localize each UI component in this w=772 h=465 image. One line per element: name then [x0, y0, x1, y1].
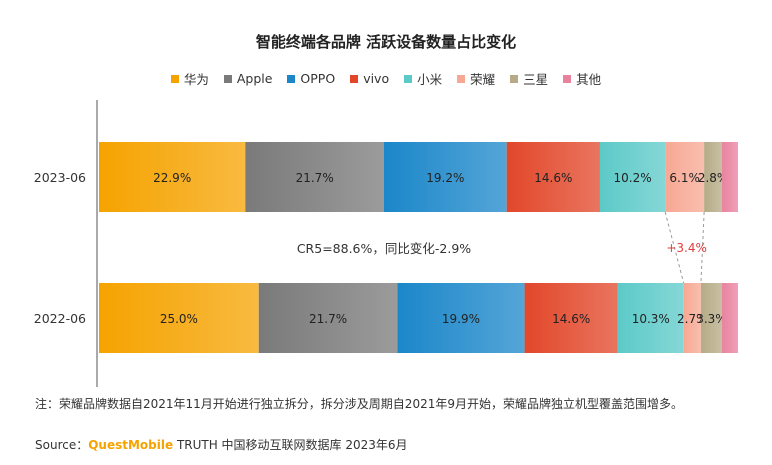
- legend-item: vivo: [350, 69, 389, 88]
- data-label: 25.0%: [160, 312, 198, 326]
- chart-legend: 华为 Apple OPPO vivo 小米 荣耀 三星 其他: [0, 69, 772, 88]
- legend-swatch: [457, 74, 466, 83]
- data-label: 14.6%: [552, 312, 590, 326]
- source-rest: TRUTH 中国移动互联网数据库 2023年6月: [173, 438, 408, 452]
- source-brand: QuestMobile: [88, 438, 174, 452]
- bar-segment: [99, 142, 246, 212]
- bar-segment: [258, 283, 398, 353]
- legend-label: 荣耀: [470, 72, 496, 87]
- data-label: 10.3%: [632, 312, 670, 326]
- data-label: 2.7%: [677, 312, 708, 326]
- data-label: 14.6%: [534, 171, 572, 185]
- bar-segment: [683, 283, 701, 353]
- chart-title: 智能终端各品牌 活跃设备数量占比变化: [255, 33, 517, 51]
- stacked-bar-chart: 2023-06 22.9% 21.7% 19.2% 14.6% 10.2% 6.1%2.8%…: [34, 100, 738, 387]
- legend-item: 其他: [563, 69, 601, 88]
- legend-label: Apple: [236, 71, 273, 86]
- bar-segment: [665, 142, 705, 212]
- category-label: 2023-06: [34, 170, 86, 185]
- data-label: 10.2%: [614, 171, 652, 185]
- data-label: 19.2%: [426, 171, 464, 185]
- data-label: 19.9%: [442, 312, 480, 326]
- bar-segment: [617, 283, 684, 353]
- bar-segment: [722, 142, 738, 212]
- source-line: Source：QuestMobile TRUTH 中国移动互联网数据库 2023…: [35, 436, 408, 453]
- legend-swatch: [563, 74, 572, 83]
- legend-label: OPPO: [300, 71, 336, 86]
- legend-label: 其他: [576, 72, 602, 87]
- data-label: 2.8%: [698, 171, 729, 185]
- bar-segment: [700, 283, 723, 353]
- legend-swatch: [287, 74, 296, 83]
- legend-swatch: [170, 74, 179, 83]
- bar-segment: [704, 142, 723, 212]
- bar-segment: [397, 283, 525, 353]
- bar-segment: [506, 142, 600, 212]
- legend-label: 小米: [417, 72, 443, 87]
- legend-swatch: [404, 74, 413, 83]
- bar-segment: [599, 142, 666, 212]
- category-label: 2022-06: [34, 311, 86, 326]
- legend-label: 华为: [183, 72, 209, 87]
- legend-item: Apple: [223, 69, 273, 88]
- bar-segment: [99, 283, 259, 353]
- footnote: 注：荣耀品牌数据自2021年11月开始进行独立拆分，拆分涉及周期自2021年9月…: [35, 397, 683, 411]
- data-label: 3.3%: [696, 312, 727, 326]
- bar-segment: [722, 283, 738, 353]
- bar-segment: [245, 142, 384, 212]
- bar-segment: [524, 283, 618, 353]
- legend-swatch: [223, 74, 232, 83]
- legend-item: OPPO: [287, 69, 335, 88]
- legend-item: 华为: [170, 69, 209, 88]
- data-label: 22.9%: [153, 171, 191, 185]
- legend-item: 三星: [510, 69, 548, 88]
- legend-label: vivo: [363, 71, 390, 86]
- legend-item: 荣耀: [457, 69, 495, 88]
- cr5-annotation: CR5=88.6%，同比变化-2.9%: [297, 241, 471, 256]
- bar-segment: [383, 142, 507, 212]
- data-label: 21.7%: [309, 312, 347, 326]
- legend-item: 小米: [404, 69, 442, 88]
- legend-swatch: [510, 74, 519, 83]
- legend-label: 三星: [523, 72, 549, 87]
- connector-line: [664, 211, 685, 284]
- legend-swatch: [350, 74, 359, 83]
- source-prefix: Source：: [35, 438, 89, 452]
- data-label: 6.1%: [669, 171, 700, 185]
- data-label: 21.7%: [296, 171, 334, 185]
- honor-change-annotation: +3.4%: [666, 241, 707, 255]
